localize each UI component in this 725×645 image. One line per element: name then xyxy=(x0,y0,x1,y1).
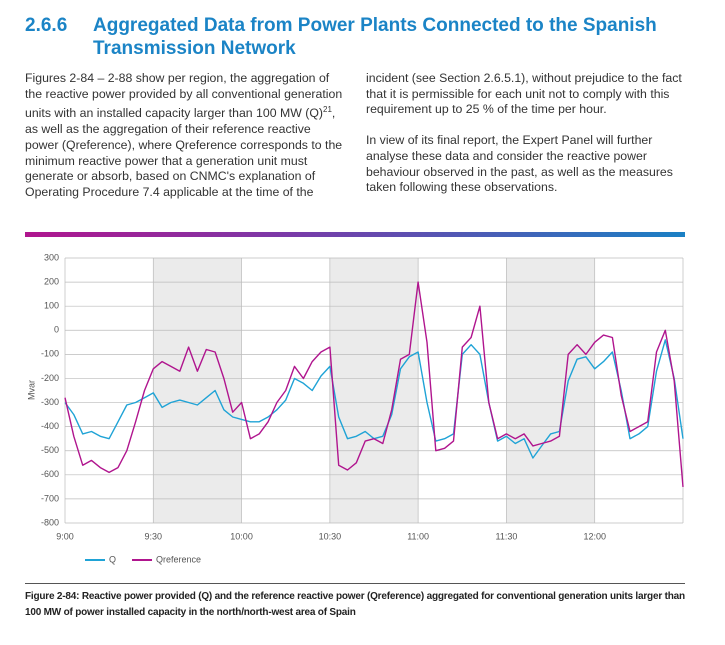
data-line xyxy=(64,281,684,487)
legend-label: Q xyxy=(109,554,116,564)
divider-bar xyxy=(25,232,685,237)
x-tick-label: 10:00 xyxy=(230,531,253,541)
x-tick-label: 10:30 xyxy=(319,531,342,541)
chart: Mvar 300 200 100 0 -100 -200 -300 -400 -500 -600 -… xyxy=(26,252,684,564)
x-tick-label: 11:30 xyxy=(495,531,517,541)
shaded-band xyxy=(506,258,595,523)
y-tick-label: -200 xyxy=(41,373,59,383)
caption: Figure 2-84: Reactive power provided (Q)… xyxy=(25,591,685,618)
y-tick-label: 200 xyxy=(44,276,59,286)
y-tick-label: -100 xyxy=(41,349,59,359)
shaded-band xyxy=(153,258,242,523)
shaded-band xyxy=(329,258,419,523)
y-tick-label: -800 xyxy=(41,517,59,527)
section-number: 2.6.6 xyxy=(25,15,68,36)
y-tick-label: -700 xyxy=(41,493,59,503)
rule xyxy=(25,583,685,584)
section-title: Aggregated Data from Power Plants Connec… xyxy=(93,15,657,59)
body-text: Figures 2-84 – 2-88 show per region, the… xyxy=(25,71,685,206)
y-tick-label: 100 xyxy=(44,301,59,311)
x-tick-label: 11:00 xyxy=(407,531,429,541)
y-tick-label: -500 xyxy=(41,445,59,455)
y-axis-label: Mvar xyxy=(26,380,36,400)
footnote-ref: 21 xyxy=(323,105,332,115)
y-tick-label: 0 xyxy=(54,325,59,335)
x-tick-label: 9:00 xyxy=(56,531,74,541)
legend-label: Qreference xyxy=(156,554,201,564)
y-tick-label: -300 xyxy=(41,397,59,407)
x-tick-label: 12:00 xyxy=(583,531,606,541)
y-tick-label: 300 xyxy=(44,252,59,262)
y-tick-label: -600 xyxy=(41,469,59,479)
paragraph: Figures 2-84 – 2-88 show per region, the… xyxy=(25,71,685,206)
y-tick-label: -400 xyxy=(41,421,59,431)
text: , as well as the aggregation of their re… xyxy=(25,71,682,200)
text: Figures 2-84 – 2-88 show per region, the… xyxy=(25,71,343,121)
x-tick-label: 9:30 xyxy=(145,531,163,541)
paragraph: In view of its final report, the Expert … xyxy=(366,133,673,195)
